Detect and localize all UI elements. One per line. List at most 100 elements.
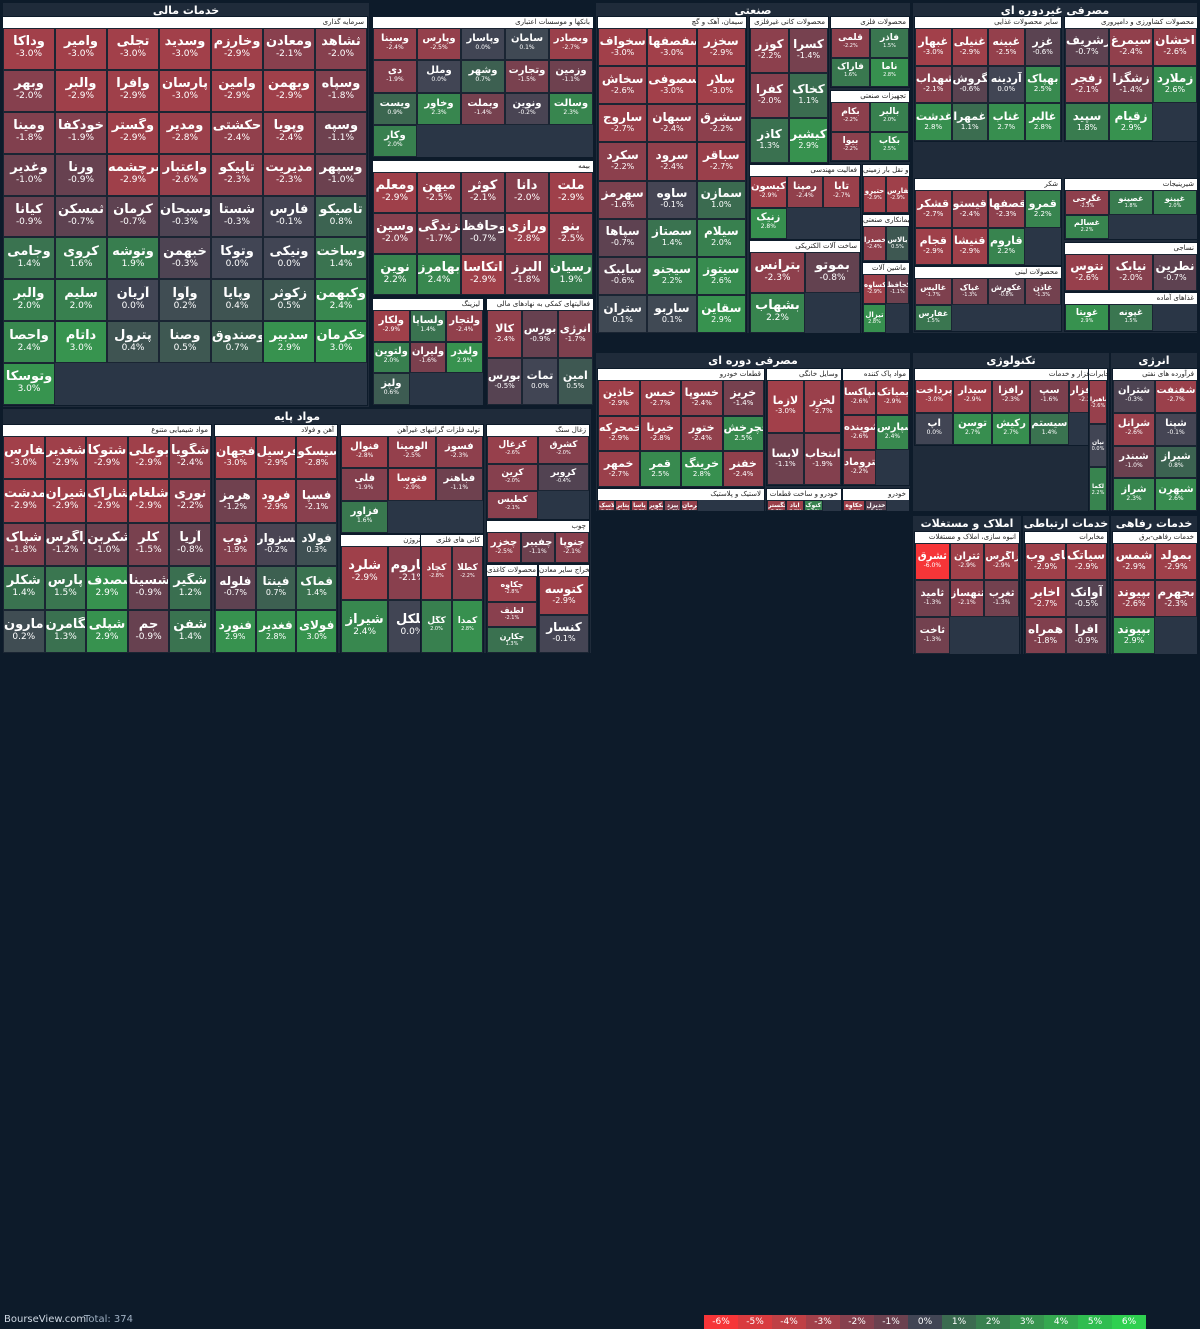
stock-tile[interactable]: ومینا -1.8% [3, 111, 55, 154]
stock-tile[interactable]: ثمسکن -0.7% [55, 195, 107, 238]
stock-tile[interactable]: سیلام 2.0% [696, 218, 746, 257]
stock-tile[interactable]: سپ -1.6% [1030, 380, 1069, 413]
stock-tile[interactable]: کالا -2.4% [487, 310, 523, 358]
stock-tile[interactable]: والبر 2.0% [3, 279, 55, 322]
stock-tile[interactable]: شگویا -2.4% [169, 436, 211, 480]
stock-tile[interactable]: فغدیر 2.8% [255, 609, 297, 653]
stock-tile[interactable]: ولکار -2.9% [373, 310, 410, 342]
stock-tile[interactable]: بهپاک 2.5% [1024, 65, 1061, 104]
stock-tile[interactable]: لازما -3.0% [767, 380, 804, 433]
stock-tile[interactable]: غسالم 2.2% [1065, 214, 1109, 239]
stock-tile[interactable]: خفنر -2.4% [722, 451, 764, 487]
stock-tile[interactable]: خودکفا -1.9% [55, 111, 107, 154]
stock-tile[interactable]: چکاوه -2.8% [487, 576, 537, 602]
stock-tile[interactable]: داتام 3.0% [55, 321, 107, 364]
stock-tile[interactable]: غپاک -1.3% [951, 278, 988, 305]
stock-tile[interactable]: بهامرز 2.4% [417, 254, 461, 295]
stock-tile[interactable]: زنیک 2.8% [750, 207, 787, 239]
stock-tile[interactable]: فولای 3.0% [296, 609, 337, 653]
stock-tile[interactable]: کتوسه -2.9% [539, 576, 589, 615]
stock-tile[interactable]: اخشان -2.6% [1153, 28, 1197, 66]
stock-tile[interactable]: آباد-2.9% [785, 500, 804, 511]
stock-tile[interactable]: شپاکسا-2.6% [843, 380, 876, 415]
stock-tile[interactable]: ملت -2.9% [549, 172, 593, 213]
stock-tile[interactable]: کیانا -0.9% [3, 195, 55, 238]
stock-tile[interactable]: سخاش -2.6% [598, 66, 648, 105]
stock-tile[interactable]: نیابک -2.0% [1109, 254, 1153, 291]
stock-tile[interactable]: ورنا -0.9% [55, 153, 107, 196]
stock-tile[interactable]: رافزا -2.3% [991, 380, 1031, 413]
stock-tile[interactable]: ستران 0.1% [598, 294, 648, 333]
stock-tile[interactable]: البرز -1.8% [505, 254, 549, 295]
stock-tile[interactable]: سصتاز 1.4% [647, 218, 697, 257]
stock-tile[interactable]: وتوشه 1.9% [107, 237, 159, 280]
stock-tile[interactable]: کمدا 2.8% [452, 599, 483, 653]
stock-tile[interactable]: حفارس-2.9% [886, 176, 909, 213]
stock-tile[interactable]: شیراز 2.4% [341, 599, 389, 653]
stock-tile[interactable]: نوین 2.2% [373, 254, 417, 295]
stock-tile[interactable]: تیزال 2.8% [863, 303, 886, 333]
stock-tile[interactable]: فباهنر -1.1% [435, 468, 483, 501]
stock-tile[interactable]: همراه -1.8% [1025, 617, 1066, 654]
stock-tile[interactable]: سمازن 1.0% [696, 180, 746, 219]
stock-tile[interactable]: وزمین -1.1% [549, 60, 593, 93]
stock-tile[interactable]: شپنا -0.1% [1155, 412, 1197, 446]
stock-tile[interactable]: کساوه -2.9% [863, 274, 886, 304]
stock-tile[interactable]: فاراک 1.6% [831, 57, 870, 87]
stock-tile[interactable]: زقیام 2.9% [1109, 103, 1153, 141]
stock-tile[interactable]: سپاها -0.7% [598, 218, 648, 257]
stock-tile[interactable]: شراز 2.3% [1113, 478, 1155, 511]
stock-tile[interactable]: ومعلم -2.9% [373, 172, 417, 213]
stock-tile[interactable]: کوثر -2.1% [461, 172, 505, 213]
stock-tile[interactable]: قاروم 2.2% [988, 227, 1025, 265]
stock-tile[interactable]: زکوثر 0.5% [263, 279, 315, 322]
stock-tile[interactable]: زفجر -2.1% [1065, 65, 1109, 104]
stock-tile[interactable]: غدشت 2.8% [915, 103, 952, 141]
stock-tile[interactable]: ماهیرا-2.6% [1089, 380, 1107, 424]
stock-tile[interactable]: شسینا -0.9% [127, 566, 170, 610]
stock-tile[interactable]: آریا -0.8% [169, 522, 211, 567]
stock-tile[interactable]: ویست 0.9% [373, 92, 417, 125]
stock-tile[interactable]: ثشرق -6.0% [915, 543, 950, 580]
stock-tile[interactable]: پکویر-2.4% [647, 500, 665, 511]
stock-tile[interactable]: پاسا-2.8% [631, 500, 648, 511]
stock-tile[interactable]: بورس -0.9% [522, 310, 558, 358]
stock-tile[interactable]: واحصا 2.4% [3, 321, 55, 364]
stock-tile[interactable]: امین 0.5% [557, 357, 593, 405]
stock-tile[interactable]: ثزاگرس-2.9% [984, 543, 1019, 580]
stock-tile[interactable]: لطیف -2.1% [487, 601, 537, 628]
stock-tile[interactable]: بجهرم -2.3% [1155, 580, 1197, 617]
stock-tile[interactable]: خدیزل-0.6% [865, 500, 887, 511]
stock-tile[interactable]: پکرمان-2.5% [681, 500, 698, 511]
stock-tile[interactable]: ثاخت -1.3% [915, 617, 950, 654]
stock-tile[interactable]: فزاور 1.6% [341, 500, 389, 533]
stock-tile[interactable]: کطلا -2.2% [452, 546, 483, 600]
stock-tile[interactable]: کروی 1.6% [55, 237, 107, 280]
stock-tile[interactable]: بپیوند 2.9% [1113, 617, 1155, 654]
stock-tile[interactable]: لکما 2.2% [1089, 467, 1107, 511]
stock-tile[interactable]: فنورد 2.9% [215, 609, 256, 653]
stock-tile[interactable]: خمس -2.7% [639, 380, 681, 416]
stock-tile[interactable]: شرانل -2.6% [1113, 412, 1155, 446]
stock-tile[interactable]: فتوسا -2.9% [388, 468, 436, 501]
stock-tile[interactable]: غبینه -2.5% [988, 28, 1025, 66]
stock-tile[interactable]: فاذر 1.5% [870, 28, 909, 58]
stock-tile[interactable]: سرچشمه-2.9% [107, 153, 159, 196]
stock-tile[interactable]: سشرق -2.2% [696, 104, 746, 143]
stock-tile[interactable]: شبندر -1.0% [1113, 445, 1155, 479]
stock-tile[interactable]: سدبیر 2.9% [263, 321, 315, 364]
stock-tile[interactable]: فارس -0.1% [263, 195, 315, 238]
stock-tile[interactable]: فولاد 0.3% [296, 522, 337, 567]
stock-tile[interactable]: چخزر -2.5% [487, 532, 521, 563]
stock-tile[interactable]: های وب-2.9% [1025, 543, 1066, 580]
stock-tile[interactable]: شاراک -2.9% [86, 479, 128, 523]
stock-tile[interactable]: کزغال -2.6% [487, 436, 538, 464]
stock-tile[interactable]: انرژی -1.7% [557, 310, 593, 358]
stock-tile[interactable]: ومدیر -2.8% [159, 111, 211, 154]
stock-tile[interactable]: کخاک 1.1% [789, 73, 828, 118]
stock-tile[interactable]: شلرد -2.9% [341, 546, 389, 600]
stock-tile[interactable]: وبهر -2.0% [3, 69, 55, 112]
stock-tile[interactable]: سیسکو-2.8% [296, 436, 337, 480]
stock-tile[interactable]: سخواف -3.0% [598, 28, 648, 67]
stock-tile[interactable]: اسیاتک -2.9% [1066, 543, 1107, 580]
